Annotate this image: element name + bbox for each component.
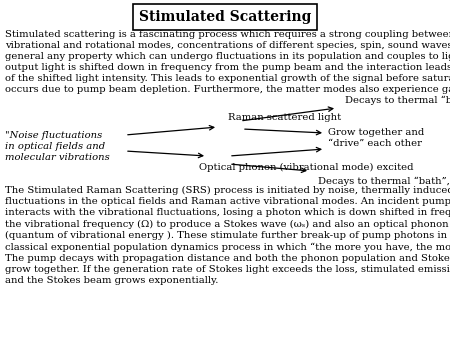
Text: Decays to thermal “bath”, i.e. heat: Decays to thermal “bath”, i.e. heat — [318, 177, 450, 186]
Text: Decays to thermal “bath”, i.e. heat: Decays to thermal “bath”, i.e. heat — [345, 96, 450, 105]
Text: Stimulated scattering is a fascinating process which requires a strong coupling : Stimulated scattering is a fascinating p… — [5, 30, 450, 95]
Text: The Stimulated Raman Scattering (SRS) process is initiated by noise, thermally i: The Stimulated Raman Scattering (SRS) pr… — [5, 186, 450, 285]
Text: Optical phonon (vibrational mode) excited: Optical phonon (vibrational mode) excite… — [199, 163, 414, 172]
Text: "Noise fluctuations
in optical fields and
molecular vibrations: "Noise fluctuations in optical fields an… — [5, 131, 110, 162]
Text: Stimulated Scattering: Stimulated Scattering — [139, 10, 311, 24]
Text: Grow together and
“drive” each other: Grow together and “drive” each other — [328, 128, 424, 148]
Text: Raman scattered light: Raman scattered light — [228, 113, 341, 122]
